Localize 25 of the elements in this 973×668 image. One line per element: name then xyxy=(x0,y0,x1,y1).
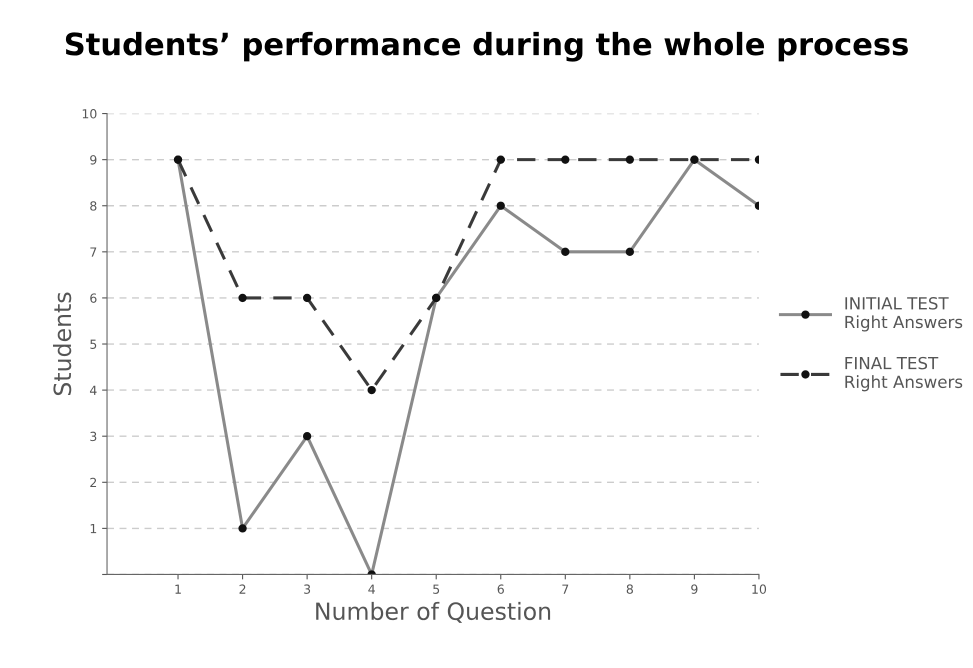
chart-title: Students’ performance during the whole process xyxy=(66,32,908,62)
y-tick-label: 4 xyxy=(90,386,97,395)
x-tick-label: 7 xyxy=(562,584,568,594)
y-tick-label: 7 xyxy=(90,247,96,257)
y-tick-label: 9 xyxy=(90,155,96,165)
y-tick-label: 10 xyxy=(82,109,96,118)
x-tick-label: 4 xyxy=(368,584,375,594)
y-axis-title: Students xyxy=(52,292,72,396)
x-tick-label: 6 xyxy=(498,584,504,594)
y-tick-label: 2 xyxy=(90,478,96,488)
y-tick-label: 8 xyxy=(90,201,96,211)
x-tick-label: 9 xyxy=(691,584,698,594)
x-tick-label: 10 xyxy=(752,584,766,594)
x-tick-label: 8 xyxy=(626,584,633,594)
y-tick-label: 6 xyxy=(90,293,97,303)
legend-label: INITIAL TEST Right Answers xyxy=(845,297,962,332)
legend-label: FINAL TEST Right Answers xyxy=(845,356,962,392)
x-tick-label: 5 xyxy=(433,584,440,594)
y-tick-label: 1 xyxy=(90,524,96,534)
x-tick-label: 3 xyxy=(304,584,310,594)
y-tick-label: 3 xyxy=(90,432,96,442)
x-axis-title: Number of Question xyxy=(316,602,550,623)
y-tick-label: 5 xyxy=(90,340,96,349)
x-tick-label: 2 xyxy=(240,584,246,594)
x-tick-label: 1 xyxy=(175,584,181,594)
